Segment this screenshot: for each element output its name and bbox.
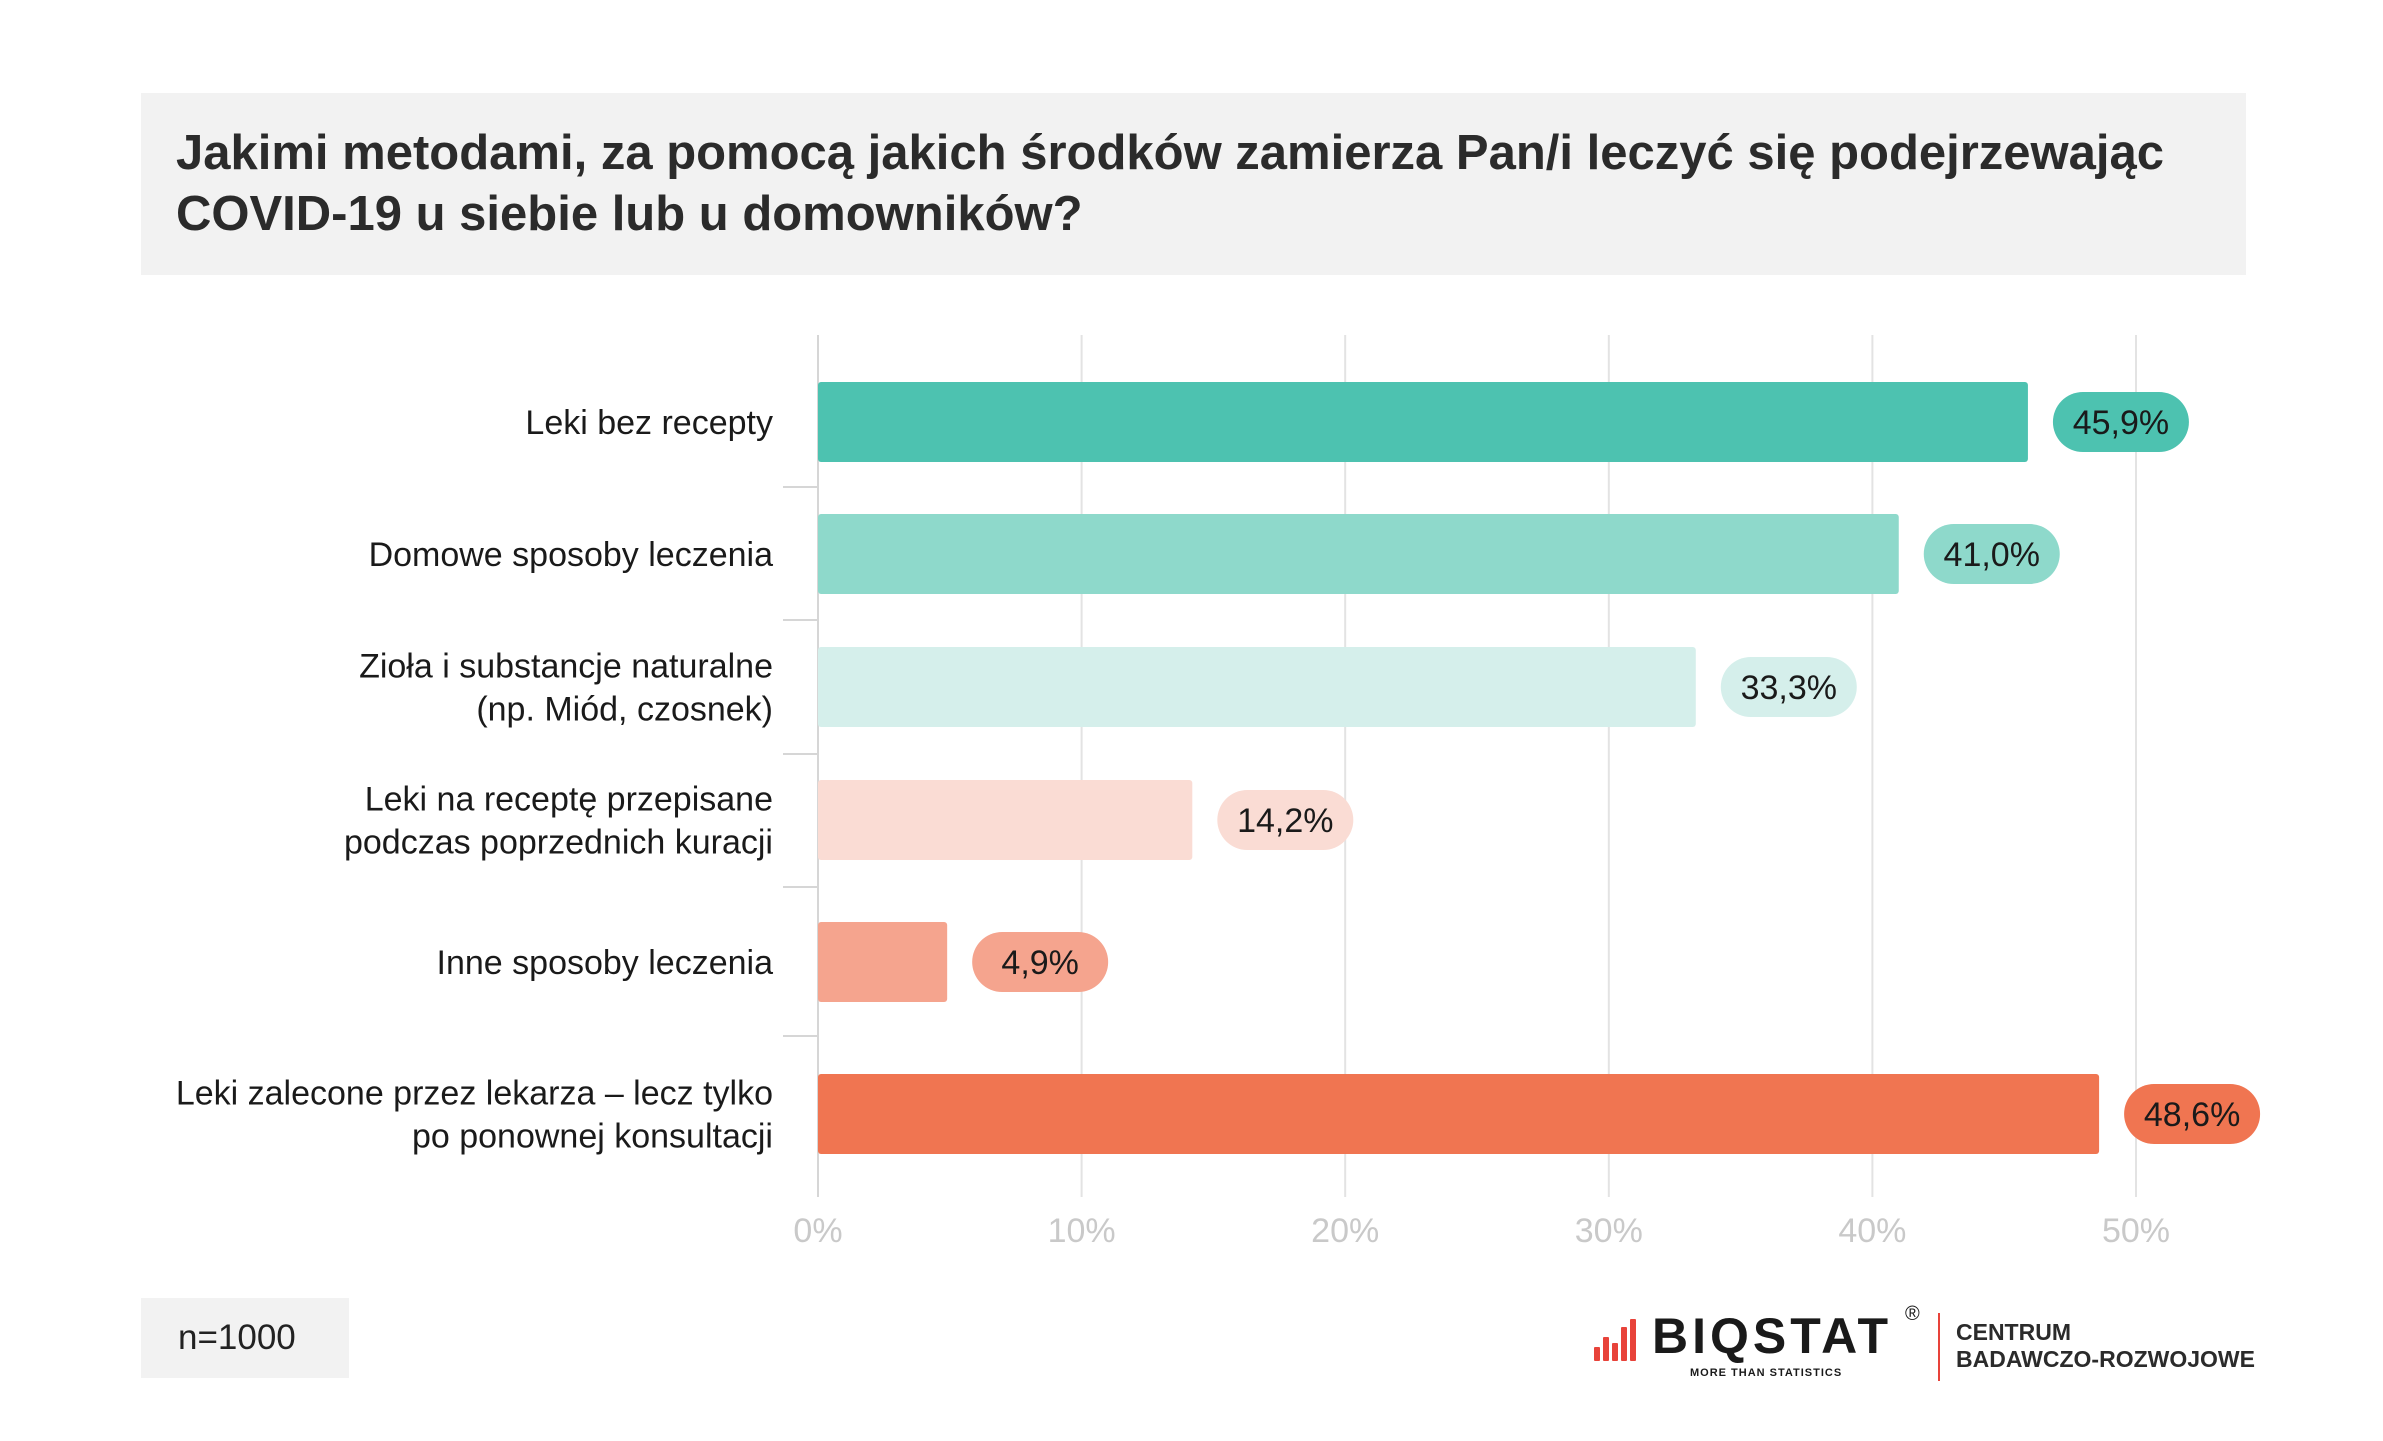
x-tick-label: 30% [1575, 1212, 1643, 1250]
chart-title-line-1: Jakimi metodami, za pomocą jakich środkó… [176, 126, 2165, 180]
data-label: 14,2% [1237, 802, 1333, 840]
category-label: Domowe sposoby leczenia [369, 536, 774, 574]
x-tick-label: 0% [793, 1212, 842, 1250]
category-label-line: Leki zalecone przez lekarza – lecz tylko [176, 1075, 773, 1113]
data-label: 41,0% [1944, 536, 2040, 574]
category-label: Leki na receptę przepisane podczas poprze… [344, 781, 773, 862]
data-label-pill [1720, 657, 1857, 717]
data-label-pill [2052, 392, 2189, 452]
logo-subtitle-line-2: BADAWCZO-ROZWOJOWE [1956, 1346, 2255, 1372]
bar [818, 514, 1899, 594]
data-label: 33,3% [1741, 669, 1837, 707]
logo-tagline: MORE THAN STATISTICS [1690, 1367, 1843, 1379]
category-label-line: podczas poprzednich kuracji [344, 824, 773, 862]
logo-wordmark: BIQSTAT [1652, 1308, 1893, 1364]
category-label-line: po ponownej konsultacji [412, 1118, 773, 1156]
category-label-line: Domowe sposoby leczenia [369, 536, 774, 574]
category-label: Inne sposoby leczenia [437, 944, 774, 982]
bar [818, 922, 948, 1002]
logo-bars-icon [1594, 1319, 1640, 1361]
category-label-line: (np. Miód, czosnek) [476, 691, 773, 729]
x-tick-label: 10% [1048, 1212, 1116, 1250]
biostat-logo: BIQSTAT ® MORE THAN STATISTICS CENTRUM B… [1590, 1303, 2255, 1383]
category-label-line: Leki na receptę przepisane [365, 781, 773, 819]
title-box: Jakimi metodami, za pomocą jakich środkó… [141, 93, 2246, 275]
bar [818, 647, 1696, 727]
category-label: Leki bez recepty [525, 404, 773, 442]
data-label-pill [1923, 524, 2060, 584]
data-label: 4,9% [1001, 944, 1079, 982]
data-label-pill [972, 932, 1109, 992]
x-tick-label: 50% [2102, 1212, 2170, 1250]
category-label-line: Leki bez recepty [525, 404, 773, 442]
bar [818, 1074, 2100, 1154]
data-label-pill [1217, 790, 1354, 850]
x-tick-label: 20% [1311, 1212, 1379, 1250]
logo-divider [1938, 1313, 1940, 1381]
logo-registered-mark: ® [1905, 1303, 1920, 1325]
category-label-line: Zioła i substancje naturalne [359, 648, 773, 686]
bar [818, 780, 1193, 860]
bar [818, 382, 2028, 462]
logo-subtitle: CENTRUM BADAWCZO-ROZWOJOWE [1956, 1319, 2255, 1373]
chart-title-line-2: COVID-19 u siebie lub u domowników? [176, 187, 1083, 241]
x-tick-label: 40% [1838, 1212, 1906, 1250]
logo-subtitle-line-1: CENTRUM [1956, 1319, 2071, 1345]
sample-size-note: n=1000 [141, 1298, 349, 1378]
data-label-pill [2124, 1084, 2261, 1144]
data-label: 48,6% [2144, 1096, 2240, 1134]
category-label: Zioła i substancje naturalne (np. Miód, c… [359, 648, 773, 729]
category-label: Leki zalecone przez lekarza – lecz tylko… [176, 1075, 773, 1156]
data-label: 45,9% [2073, 404, 2169, 442]
category-label-line: Inne sposoby leczenia [437, 944, 774, 982]
